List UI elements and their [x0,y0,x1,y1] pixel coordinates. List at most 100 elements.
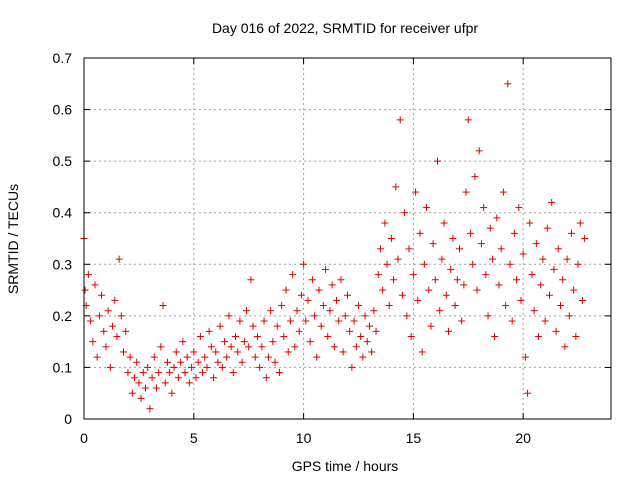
data-point [190,348,198,356]
data-point [236,317,244,325]
data-point [431,276,439,284]
data-point [515,204,523,212]
data-point [155,369,163,377]
y-tick-label: 0.3 [53,256,73,272]
data-point [214,358,222,366]
data-point [425,286,433,294]
data-point [537,281,545,289]
y-tick-label: 0.5 [53,153,73,169]
data-point [278,302,286,310]
data-point [460,281,468,289]
data-point [161,379,169,387]
data-point [227,343,235,351]
data-point [561,343,569,351]
data-point [420,260,428,268]
data-point [212,348,220,356]
x-tick-label: 0 [80,430,88,446]
data-point [183,353,191,361]
data-point [122,327,130,335]
data-point [106,363,114,371]
data-point [416,229,424,237]
y-tick-labels: 0 0.1 0.2 0.3 0.4 0.5 0.6 0.7 [53,50,73,427]
data-point [258,343,266,351]
data-point [442,291,450,299]
data-point [264,353,272,361]
data-points [80,80,589,413]
data-point [284,348,292,356]
data-point [166,369,174,377]
data-point [150,353,158,361]
data-point [412,188,420,196]
data-point [269,338,277,346]
data-point [352,343,360,351]
data-point [232,332,240,340]
data-point [159,302,167,310]
data-point [502,302,510,310]
data-point [271,358,279,366]
data-point [216,322,224,330]
data-point [344,291,351,299]
data-point [532,240,540,248]
data-point [128,389,136,397]
data-point [91,281,99,289]
data-point [556,302,564,310]
data-point [188,363,196,371]
data-point [493,214,501,222]
data-point [469,260,477,268]
x-tick-label: 20 [515,430,531,446]
data-point [87,317,95,325]
data-point [484,312,492,320]
data-point [488,255,496,263]
data-point [458,317,466,325]
data-point [554,245,562,253]
data-point [570,286,578,294]
data-point [508,317,516,325]
y-tick-label: 0.2 [53,308,73,324]
data-point [423,204,431,212]
data-point [578,296,586,304]
x-tick-label: 5 [190,430,198,446]
data-point [477,240,485,248]
data-point [98,291,106,299]
data-point [251,353,259,361]
x-tick-label: 10 [296,430,312,446]
data-point [126,353,134,361]
data-point [381,219,389,227]
data-point [115,255,123,263]
data-point [379,286,387,294]
data-point [221,338,229,346]
y-tick-label: 0.4 [53,205,73,221]
data-point [282,286,290,294]
data-point [576,219,584,227]
data-point [517,296,525,304]
data-point [401,209,409,217]
data-point [179,338,187,346]
data-point [559,276,567,284]
data-point [328,281,336,289]
data-point [163,358,171,366]
data-point [359,353,367,361]
data-point [521,353,529,361]
data-point [262,374,270,382]
data-point [260,317,268,325]
axis-ticks [83,57,611,420]
data-point [207,343,215,351]
data-point [295,327,303,335]
data-point [453,276,461,284]
data-point [120,348,128,356]
data-point [245,343,253,351]
x-tick-labels: 0 5 10 15 20 [80,430,531,446]
data-point [434,157,442,165]
chart-title: Day 016 of 2022, SRMTID for receiver ufp… [212,20,478,36]
data-point [519,250,527,258]
data-point [506,260,514,268]
data-point [543,224,551,232]
y-tick-label: 0.7 [53,50,73,66]
data-point [218,363,226,371]
data-point [365,322,373,330]
data-point [387,235,395,242]
data-point [451,302,459,310]
data-point [385,302,393,310]
data-point [513,276,521,284]
